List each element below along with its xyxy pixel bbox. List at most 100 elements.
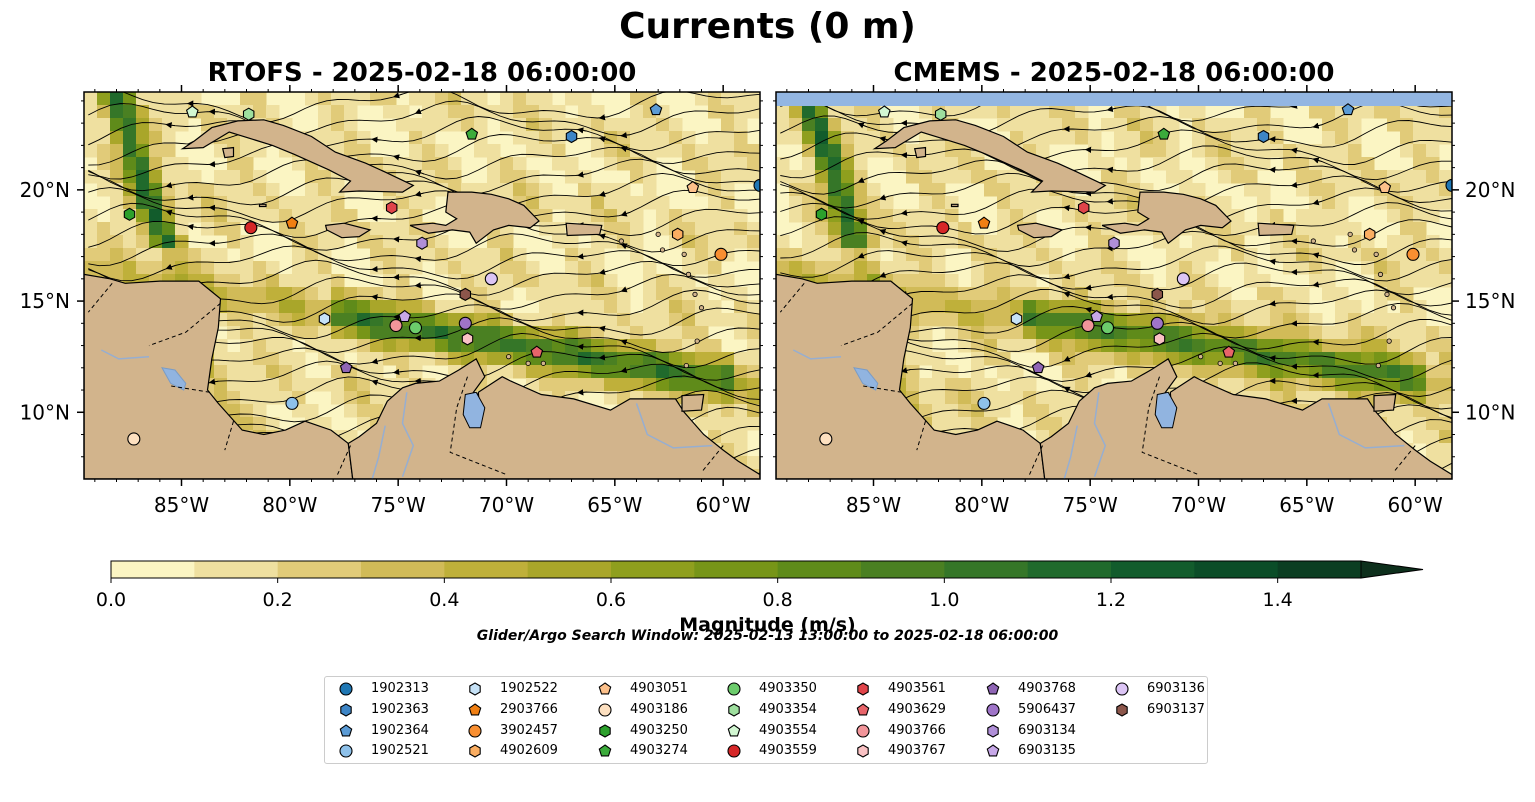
float-marker-1902313 bbox=[1445, 178, 1452, 192]
float-marker-4903051 bbox=[1378, 180, 1392, 194]
country-border bbox=[1393, 445, 1416, 473]
landmass-isla-juventud bbox=[913, 146, 927, 159]
legend-label: 1902313 bbox=[371, 681, 429, 696]
float-marker-3902457 bbox=[714, 247, 728, 261]
colorbar-tick-label: 1.4 bbox=[1263, 589, 1293, 611]
lon-tick-label: 80°W bbox=[262, 493, 317, 517]
small-island bbox=[685, 271, 692, 277]
country-border bbox=[337, 445, 351, 475]
legend-marker-icon bbox=[856, 703, 870, 716]
lon-tick-label: 80°W bbox=[954, 493, 1009, 517]
legend-marker bbox=[598, 682, 612, 695]
legend-label: 1902364 bbox=[371, 722, 429, 738]
legend-marker-icon bbox=[598, 744, 612, 757]
float-marker-4902609 bbox=[1363, 227, 1376, 241]
legend-marker bbox=[1115, 682, 1129, 696]
small-island bbox=[692, 291, 698, 297]
colorbar-tick-label: 0.8 bbox=[763, 589, 793, 611]
legend-label: 4903250 bbox=[630, 722, 688, 738]
float-marker-1902364 bbox=[1341, 103, 1355, 116]
landmass-jamaica bbox=[324, 222, 372, 239]
panel-frame bbox=[83, 91, 761, 480]
river bbox=[635, 403, 713, 449]
float-marker-4903250 bbox=[123, 207, 136, 221]
float-marker-1902521 bbox=[977, 396, 991, 410]
colorbar-tick-label: 1.2 bbox=[1096, 589, 1126, 611]
legend-marker-icon bbox=[468, 724, 482, 738]
float-marker-4903274 bbox=[1157, 127, 1171, 140]
float-marker-3902457 bbox=[1406, 247, 1420, 261]
no-data-band bbox=[776, 92, 1452, 106]
legend-label: 4902609 bbox=[500, 743, 558, 759]
landmass-trinidad bbox=[1373, 393, 1397, 412]
small-island bbox=[698, 305, 705, 311]
colorbar-level bbox=[694, 561, 779, 578]
legend-marker-icon bbox=[469, 682, 481, 696]
map-panel-cmems: 85°W 80°W 75°W 70°W 65°W 60°W 20°N 15°N 10°N bbox=[773, 85, 1515, 517]
lake-nicaragua bbox=[853, 367, 879, 391]
landmass-isla-juventud bbox=[221, 146, 235, 159]
lat-tick-label: 20°N bbox=[20, 178, 70, 202]
country-border bbox=[87, 282, 113, 313]
colorbar-level bbox=[944, 561, 1029, 578]
legend-marker bbox=[856, 724, 870, 738]
legend-marker-icon bbox=[857, 682, 869, 696]
country-border bbox=[779, 282, 805, 313]
colorbar-level bbox=[1027, 561, 1112, 578]
float-marker-4903354 bbox=[242, 107, 255, 121]
river bbox=[1327, 403, 1405, 449]
colorbar-label: Magnitude (m/s) bbox=[679, 614, 856, 636]
legend-marker-icon bbox=[339, 723, 353, 737]
river bbox=[1093, 392, 1107, 478]
legend-label: 4903554 bbox=[759, 722, 817, 738]
float-marker-4903629 bbox=[1222, 345, 1236, 358]
legend-marker bbox=[727, 723, 741, 737]
legend-marker bbox=[857, 744, 869, 759]
lat-tick-label: 20°N bbox=[1465, 178, 1515, 202]
legend-label: 1902521 bbox=[371, 743, 429, 759]
float-marker-1902521 bbox=[285, 396, 299, 410]
colorbar-tick-label: 0.6 bbox=[596, 589, 626, 611]
legend-marker bbox=[339, 723, 353, 737]
small-island bbox=[694, 338, 700, 344]
legend-label: 3902457 bbox=[500, 722, 558, 738]
lon-tick-label: 70°W bbox=[479, 493, 534, 517]
float-marker-4903554 bbox=[185, 105, 199, 118]
legend-label: 4903350 bbox=[759, 681, 817, 696]
float-marker-1902363 bbox=[565, 129, 578, 144]
float-marker-4903354 bbox=[934, 107, 947, 121]
legend-marker-icon bbox=[987, 723, 999, 738]
legend-marker bbox=[856, 703, 870, 716]
small-island bbox=[1377, 271, 1384, 277]
legend-marker-icon bbox=[1116, 703, 1128, 717]
small-island bbox=[681, 251, 687, 257]
float-marker-6903134 bbox=[416, 236, 428, 250]
legend-marker bbox=[340, 703, 352, 717]
lat-tick-label: 15°N bbox=[1465, 289, 1515, 313]
river bbox=[100, 349, 150, 360]
float-marker-4902609 bbox=[671, 227, 684, 241]
land bbox=[776, 119, 1452, 479]
small-island bbox=[1384, 291, 1390, 297]
legend-label: 4903186 bbox=[630, 701, 688, 717]
legend-label: 4903767 bbox=[888, 743, 946, 759]
small-island bbox=[1351, 247, 1358, 253]
legend-marker-icon bbox=[728, 703, 740, 717]
landmass-south-america bbox=[347, 358, 760, 479]
float-marker-4903559 bbox=[244, 221, 258, 235]
float-marker-4903559 bbox=[936, 221, 950, 235]
float-marker-4903766 bbox=[389, 318, 403, 333]
legend-marker bbox=[987, 723, 999, 738]
lon-tick-label: 75°W bbox=[1063, 493, 1118, 517]
lat-tick-label: 10°N bbox=[20, 400, 70, 424]
legend-marker bbox=[599, 723, 611, 738]
float-marker-4903350 bbox=[1100, 321, 1115, 335]
float-marker-4903274 bbox=[465, 127, 479, 140]
legend-marker-icon bbox=[986, 682, 1000, 695]
float-marker-5906437 bbox=[458, 316, 472, 330]
colorbar-tick-label: 0.4 bbox=[429, 589, 459, 611]
legend-label: 2903766 bbox=[500, 701, 558, 717]
lat-tick-label: 15°N bbox=[20, 289, 70, 313]
lat-tick-label: 10°N bbox=[1465, 400, 1515, 424]
